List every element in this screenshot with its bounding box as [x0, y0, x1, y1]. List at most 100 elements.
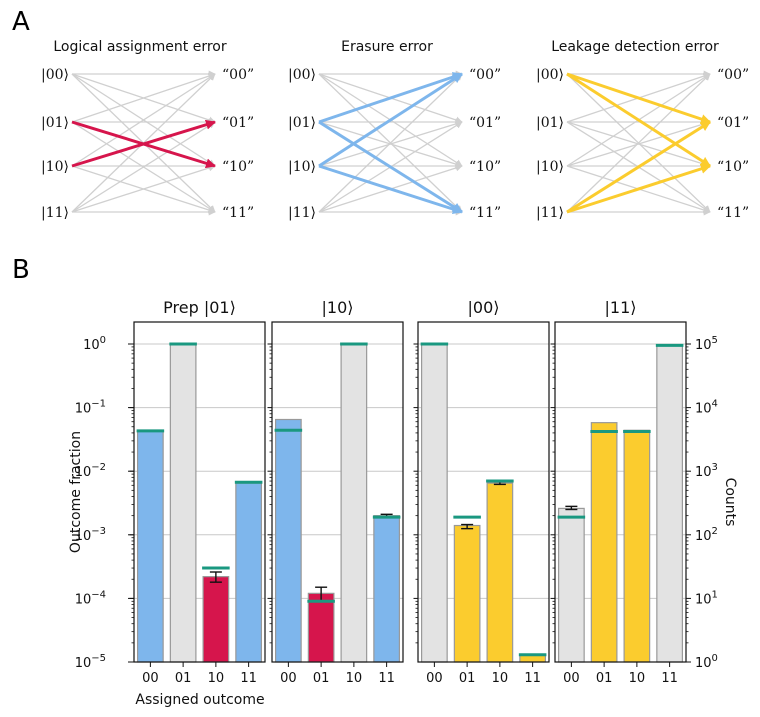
x-tick-label: 00	[426, 671, 443, 686]
highlight-arrow	[71, 119, 216, 168]
panel-b-letter: B	[12, 255, 30, 285]
x-tick-label: 11	[524, 671, 541, 686]
subplot-frame	[554, 321, 687, 663]
outcome-label: “00”	[222, 67, 254, 83]
outcome-label: “01”	[717, 115, 749, 131]
subplot-title: |00⟩	[468, 298, 500, 317]
grey-arrow	[71, 73, 216, 167]
x-tick-label: 10	[492, 671, 509, 686]
outcome-label: “11”	[717, 205, 749, 221]
right-tick-label: 101	[695, 589, 718, 607]
y-tick-label: 10−1	[75, 399, 106, 417]
outcome-label: “00”	[717, 67, 749, 83]
grey-arrow	[71, 72, 216, 123]
y-tick-label: 10−3	[75, 526, 106, 544]
state-label: |10⟩	[41, 159, 69, 175]
bar-00	[137, 430, 164, 663]
diagram-title: Leakage detection error	[551, 39, 719, 55]
grey-arrow	[71, 164, 216, 213]
grey-arrow	[566, 120, 711, 167]
bar-10	[623, 429, 651, 663]
state-label: |11⟩	[288, 205, 316, 221]
x-tick-label: 01	[313, 671, 330, 686]
grey-arrow	[566, 73, 711, 213]
bar-00	[421, 343, 448, 663]
state-label: |01⟩	[41, 115, 69, 131]
outcome-label: “01”	[469, 115, 501, 131]
x-tick-label: 00	[280, 671, 297, 686]
state-label: |10⟩	[536, 159, 564, 175]
outcome-label: “10”	[717, 159, 749, 175]
subplot-2: 00 01 10 11 |10⟩	[267, 298, 404, 686]
subplot-3: 00 01 10 11 |00⟩	[413, 298, 550, 686]
outcome-chart: 00 01 10 11 Prep |01⟩ 00 01 10 11 |10⟩ 00 01 10 11 |00…	[68, 298, 738, 708]
y-axis-right: 105 104 103 102 101 100	[686, 335, 718, 671]
x-tick-label: 10	[208, 671, 225, 686]
outcome-label: “10”	[469, 159, 501, 175]
diagram-title: Logical assignment error	[53, 39, 227, 55]
highlight-arrow	[566, 72, 711, 168]
subplot-frame	[133, 321, 266, 663]
state-label: |11⟩	[536, 205, 564, 221]
bar-11	[235, 482, 262, 663]
x-tick-label: 00	[563, 671, 580, 686]
outcome-label: “01”	[222, 115, 254, 131]
y-tick-label: 10−2	[75, 462, 106, 480]
subplot-title: |10⟩	[322, 298, 354, 317]
state-label: |11⟩	[41, 205, 69, 221]
highlight-arrow	[318, 164, 463, 215]
bar-01	[453, 524, 481, 663]
y-tick-label: 10−5	[75, 653, 106, 671]
bar-11	[373, 515, 400, 663]
bar-01	[307, 592, 335, 663]
diagram-title: Erasure error	[341, 39, 433, 55]
x-tick-label: 10	[346, 671, 363, 686]
outcome-label: “11”	[222, 205, 254, 221]
right-tick-label: 100	[695, 653, 718, 671]
x-tick-label: 01	[175, 671, 192, 686]
right-tick-label: 102	[695, 526, 718, 544]
diagram-3: Leakage detection error |00⟩ |01⟩ |10⟩ |11⟩ “…	[536, 39, 749, 221]
subplot-1: 00 01 10 11 Prep |01⟩	[129, 298, 266, 686]
bar-00	[275, 418, 302, 663]
x-tick-label: 11	[661, 671, 678, 686]
transition-diagrams: Logical assignment error |00⟩ |01⟩ |10⟩ |11⟩…	[41, 39, 749, 221]
highlight-arrow	[318, 120, 463, 214]
state-label: |01⟩	[536, 115, 564, 131]
grey-arrow	[71, 121, 216, 213]
state-label: |01⟩	[288, 115, 316, 131]
state-label: |00⟩	[288, 67, 316, 83]
x-axis-label: Assigned outcome	[135, 692, 264, 708]
y-axis-label: Outcome fraction	[68, 431, 84, 553]
bar-00	[558, 507, 585, 663]
right-axis-label: Counts	[722, 478, 738, 527]
highlight-arrow	[318, 72, 463, 124]
state-label: |10⟩	[288, 159, 316, 175]
grey-arrow	[318, 120, 463, 167]
right-tick-label: 105	[695, 335, 718, 353]
subplot-title: |11⟩	[605, 298, 637, 317]
bar-10	[486, 482, 514, 663]
bar-11	[656, 344, 683, 663]
subplot-4: 00 01 10 11 |11⟩	[550, 298, 687, 686]
right-tick-label: 104	[695, 399, 718, 417]
y-axis-left: 100 10−1 10−2 10−3 10−4 10−5	[75, 335, 134, 671]
highlight-arrow	[318, 72, 463, 168]
outcome-label: “10”	[222, 159, 254, 175]
outcome-label: “11”	[469, 205, 501, 221]
panel-a-letter: A	[12, 7, 30, 37]
outcome-label: “00”	[469, 67, 501, 83]
x-tick-label: 10	[629, 671, 646, 686]
y-tick-label: 100	[83, 335, 106, 353]
x-tick-label: 00	[142, 671, 159, 686]
bar-10	[340, 343, 368, 663]
right-tick-label: 103	[695, 462, 718, 480]
bar-10	[202, 576, 230, 663]
x-tick-label: 01	[596, 671, 613, 686]
x-tick-label: 11	[378, 671, 395, 686]
highlight-arrow	[566, 72, 711, 124]
grey-arrow	[318, 73, 463, 213]
diagram-1: Logical assignment error |00⟩ |01⟩ |10⟩ |11⟩…	[41, 39, 254, 221]
bar-01	[169, 343, 197, 663]
